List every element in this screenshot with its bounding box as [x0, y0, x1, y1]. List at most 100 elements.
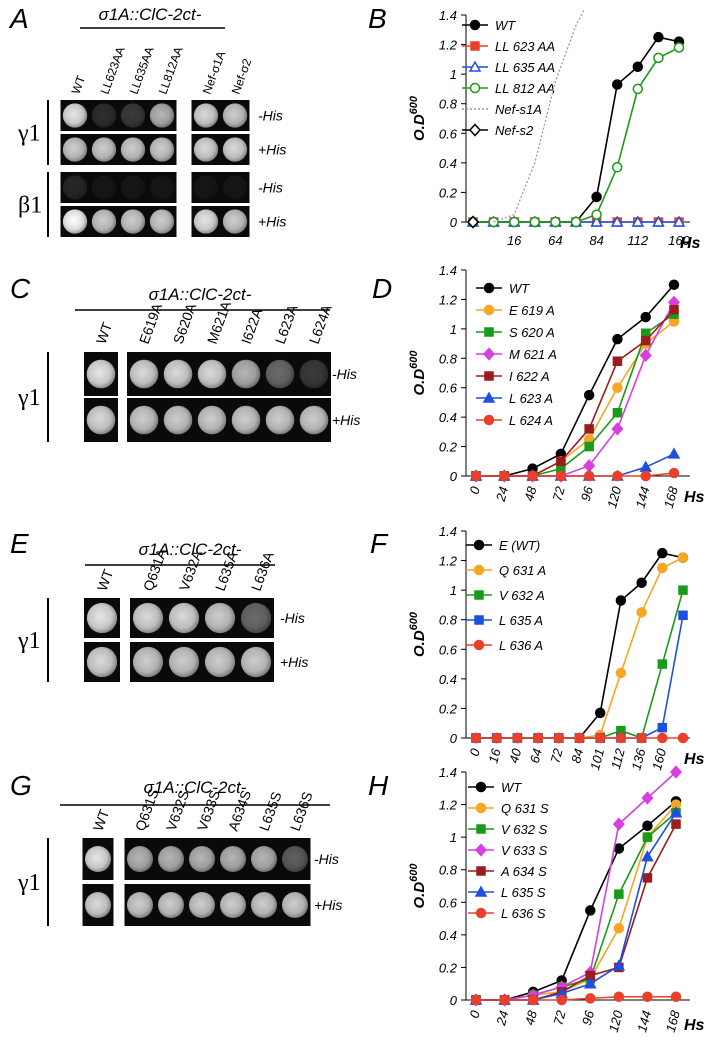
- yeast-spot: [149, 103, 175, 128]
- condition-label: +His: [258, 214, 286, 230]
- data-point: [636, 607, 647, 618]
- data-point: [470, 470, 482, 482]
- x-tick-label: 0: [467, 484, 484, 496]
- yeast-spot: [188, 891, 216, 919]
- x-tick-label: 144: [633, 485, 653, 510]
- legend-label: Q 631 S: [501, 801, 549, 816]
- x-tick-label: 24: [493, 485, 511, 504]
- yeast-spot: [120, 209, 146, 234]
- legend-marker: [474, 590, 484, 600]
- y-tick-label: 1.4: [439, 765, 457, 780]
- data-point: [642, 873, 653, 883]
- yeast-spot: [231, 405, 261, 435]
- series-line: [493, 9, 586, 223]
- y-tick-label: 1: [450, 322, 457, 337]
- data-point: [640, 311, 651, 323]
- y-axis-title-main: O.D: [411, 882, 428, 909]
- legend-label: M 621 A: [509, 347, 557, 362]
- x-tick-label: 136: [628, 746, 648, 772]
- legend-marker: [468, 123, 482, 137]
- yeast-spot: [120, 103, 146, 128]
- data-point: [585, 993, 596, 1004]
- panel-letter: C: [10, 273, 31, 304]
- data-point: [670, 991, 682, 1002]
- data-point: [491, 732, 502, 744]
- data-point: [466, 215, 480, 229]
- column-label: L636A: [248, 549, 277, 593]
- x-tick-label: 120: [606, 1008, 626, 1034]
- data-point: [591, 191, 602, 203]
- x-tick-label: 84: [568, 747, 586, 765]
- plate-image: [127, 352, 331, 396]
- data-point: [653, 31, 664, 43]
- data-point: [615, 595, 627, 606]
- data-point: [583, 389, 595, 401]
- legend-label: WT: [495, 18, 516, 33]
- legend-marker: [483, 282, 495, 294]
- yeast-spot: [250, 845, 278, 873]
- legend-marker: [482, 347, 496, 361]
- data-point: [632, 83, 644, 95]
- data-point: [550, 216, 561, 228]
- data-point: [668, 467, 680, 479]
- data-point: [470, 732, 482, 744]
- x-tick-label: 40: [506, 746, 524, 765]
- y-tick-label: 0.4: [439, 928, 457, 943]
- legend-marker: [476, 824, 486, 834]
- legend-label: V 632 S: [501, 822, 548, 837]
- panel-letter: G: [10, 770, 32, 801]
- data-point: [553, 732, 565, 744]
- x-tick-label: 16: [485, 746, 503, 765]
- data-point: [642, 832, 653, 842]
- yeast-spot: [240, 602, 272, 634]
- y-tick-label: 0.6: [439, 642, 458, 657]
- x-axis-title: Hs: [680, 235, 701, 252]
- yeast-spot: [62, 103, 88, 128]
- y-axis-title: O.D600: [408, 863, 428, 909]
- legend-label: S 620 A: [509, 325, 555, 340]
- data-point: [611, 162, 623, 173]
- column-label: Nef-σ2: [229, 56, 255, 96]
- column-label: L635S: [256, 790, 285, 834]
- yeast-spot: [149, 137, 175, 162]
- legend-label: WT: [501, 780, 522, 795]
- data-point: [611, 79, 623, 90]
- yeast-spot: [132, 602, 164, 634]
- yeast-spot: [84, 891, 112, 919]
- y-axis-title: O.D600: [408, 95, 428, 141]
- legend-marker: [476, 866, 486, 876]
- data-point: [678, 585, 688, 595]
- condition-label: +His: [280, 654, 308, 670]
- x-tick-label: 16: [507, 233, 522, 248]
- y-tick-label: 1.2: [439, 554, 458, 569]
- yeast-spot: [281, 891, 309, 919]
- data-point: [613, 843, 625, 854]
- y-tick-label: 1: [450, 583, 457, 598]
- data-point: [657, 732, 668, 744]
- legend-label: L 624 A: [509, 413, 553, 428]
- yeast-spot: [129, 359, 159, 389]
- y-tick-label: 1: [450, 67, 457, 82]
- legend-marker: [473, 539, 485, 551]
- condition-label: +His: [314, 897, 342, 913]
- data-point: [612, 333, 623, 345]
- data-point: [653, 52, 664, 64]
- yeast-spot: [250, 891, 278, 919]
- yeast-spot: [132, 646, 164, 678]
- y-tick-label: 0.8: [439, 613, 458, 628]
- data-point: [657, 722, 668, 733]
- yeast-spot: [86, 359, 116, 389]
- x-tick-label: 168: [661, 484, 681, 510]
- yeast-spot: [188, 845, 216, 873]
- y-axis-title: O.D600: [408, 611, 428, 657]
- y-tick-label: 0: [450, 731, 458, 746]
- plate-image: [124, 838, 311, 880]
- column-label: WT: [90, 807, 113, 833]
- data-point: [584, 977, 597, 989]
- x-tick-label: 0: [467, 746, 484, 758]
- x-tick-label: 168: [663, 1008, 683, 1034]
- yeast-spot: [231, 359, 261, 389]
- y-tick-label: 0.6: [439, 895, 458, 910]
- plate-image: [124, 884, 311, 926]
